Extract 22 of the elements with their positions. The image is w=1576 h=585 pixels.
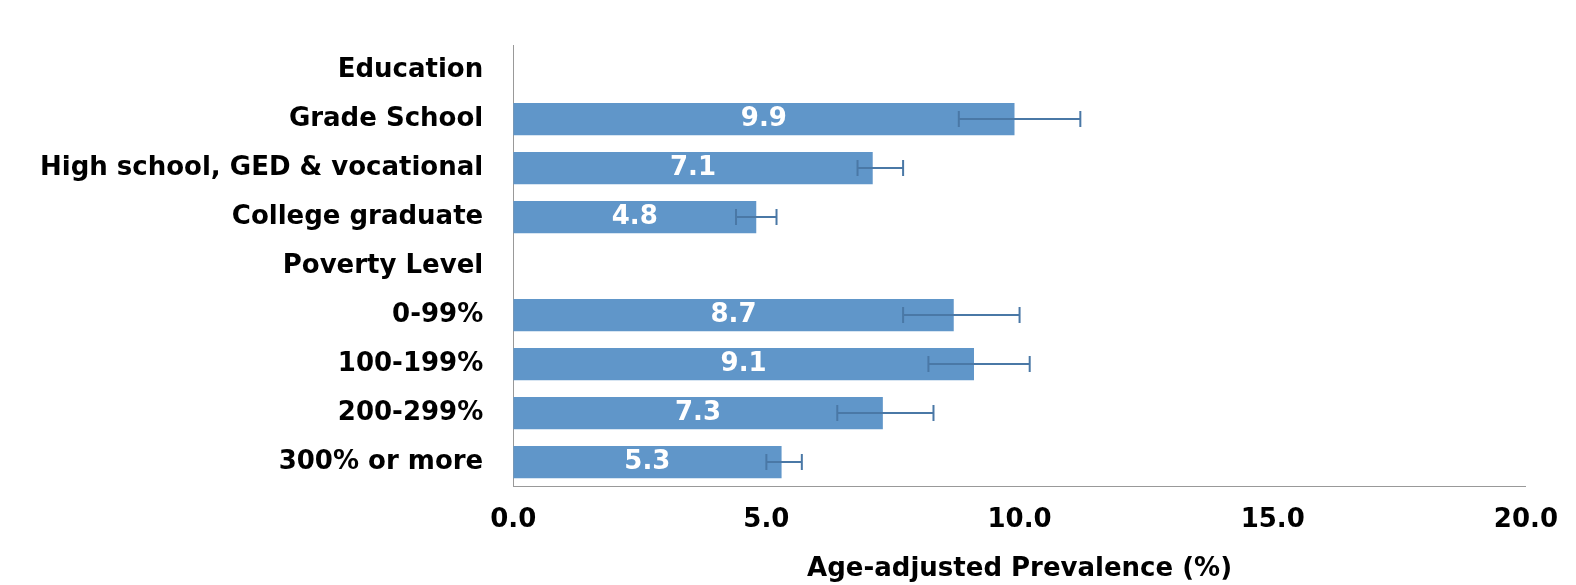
y-tick-label: College graduate bbox=[231, 199, 484, 230]
y-tick-label: 0-99% bbox=[392, 297, 484, 328]
x-tick-label: 10.0 bbox=[987, 502, 1052, 533]
data-label: 4.8 bbox=[611, 199, 658, 230]
data-label: 7.3 bbox=[675, 395, 722, 426]
y-tick-label: High school, GED & vocational bbox=[39, 150, 484, 181]
x-tick-label: 0.0 bbox=[490, 502, 537, 533]
y-tick-label: Grade School bbox=[288, 101, 484, 132]
x-tick-label: 5.0 bbox=[743, 502, 790, 533]
y-tick-label: Education bbox=[337, 52, 484, 83]
data-label: 8.7 bbox=[710, 297, 757, 328]
data-label: 9.9 bbox=[740, 101, 787, 132]
x-tick-label: 15.0 bbox=[1240, 502, 1305, 533]
y-tick-label: 100-199% bbox=[337, 346, 484, 377]
y-tick-label: Poverty Level bbox=[282, 248, 484, 279]
y-tick-label: 200-299% bbox=[337, 395, 484, 426]
x-tick-label: 20.0 bbox=[1493, 502, 1558, 533]
data-label: 9.1 bbox=[720, 346, 767, 377]
x-axis-title: Age-adjusted Prevalence (%) bbox=[807, 552, 1233, 583]
data-label: 5.3 bbox=[624, 444, 671, 475]
data-label: 7.1 bbox=[669, 150, 716, 181]
y-tick-label: 300% or more bbox=[278, 444, 484, 475]
